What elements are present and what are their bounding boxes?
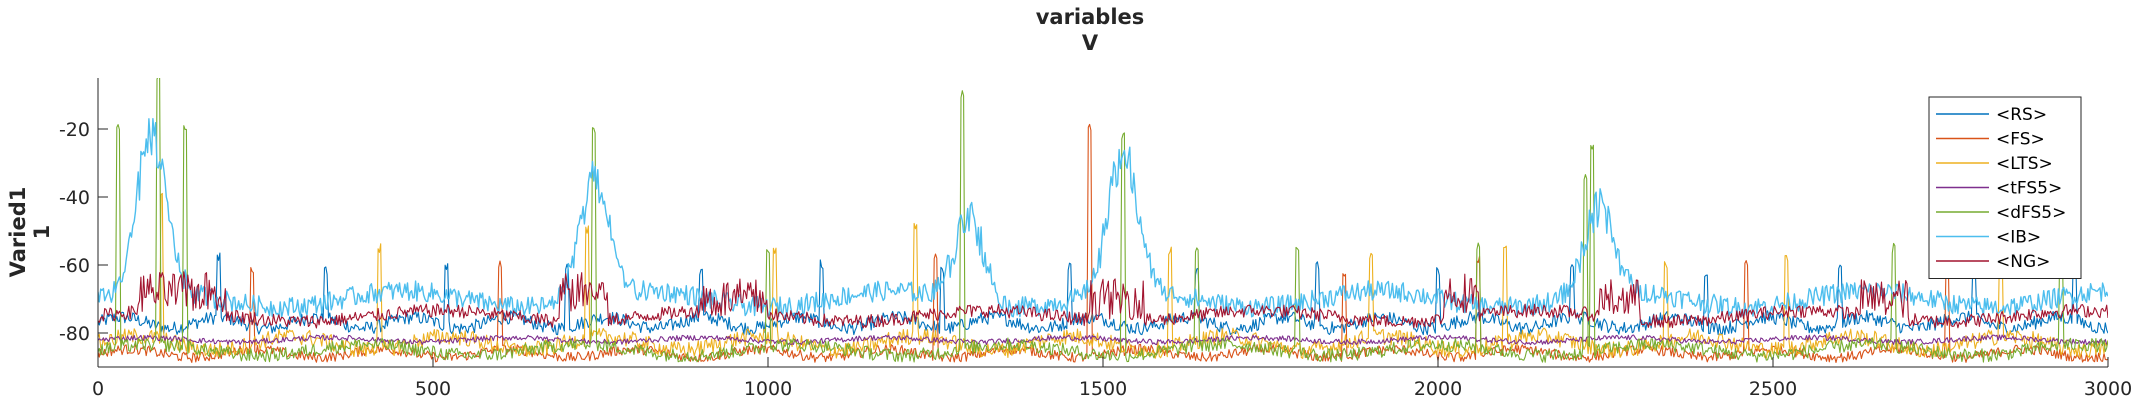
- y-tick-label: -40: [59, 187, 90, 209]
- legend-entry-label: <FS>: [1996, 130, 2045, 150]
- x-tick-label: 500: [415, 378, 451, 400]
- series-line-rs: [98, 252, 2108, 336]
- legend-entry-label: <dFS5>: [1996, 203, 2066, 223]
- x-tick-label: 1000: [744, 378, 792, 400]
- axes: 0 500 1000 1500 2000 2500 3000 -80 -60 -40 -20: [59, 78, 2132, 400]
- legend-entry-label: <RS>: [1996, 105, 2047, 125]
- series-line-tfs5: [98, 334, 2108, 346]
- x-tick-label: 3000: [2084, 378, 2132, 400]
- series-line-ng: [98, 271, 2108, 329]
- series-line-lts: [98, 192, 2108, 359]
- legend: <RS> <FS> <LTS> <tFS5> <dFS5> <IB> <NG>: [1928, 96, 2082, 279]
- y-axis-label-line-1: Varied1: [6, 187, 30, 278]
- legend-entry-label: <LTS>: [1996, 154, 2053, 174]
- legend-entry-label: <NG>: [1996, 252, 2050, 272]
- x-tick-label: 2500: [1749, 378, 1797, 400]
- x-tick-label: 1500: [1079, 378, 1127, 400]
- plot-area: [98, 78, 2108, 364]
- y-tick-label: -80: [59, 323, 90, 345]
- chart-title-line-1: variables: [1036, 5, 1145, 29]
- y-tick-label: -20: [59, 119, 90, 141]
- x-tick-label: 0: [92, 378, 104, 400]
- y-tick-label: -60: [59, 255, 90, 277]
- y-axis-label-line-2: 1: [30, 225, 54, 240]
- chart-title-line-2: V: [1082, 31, 1099, 55]
- x-tick-label: 2000: [1414, 378, 1462, 400]
- legend-entry-label: <IB>: [1996, 228, 2041, 248]
- legend-entry-label: <tFS5>: [1996, 179, 2062, 199]
